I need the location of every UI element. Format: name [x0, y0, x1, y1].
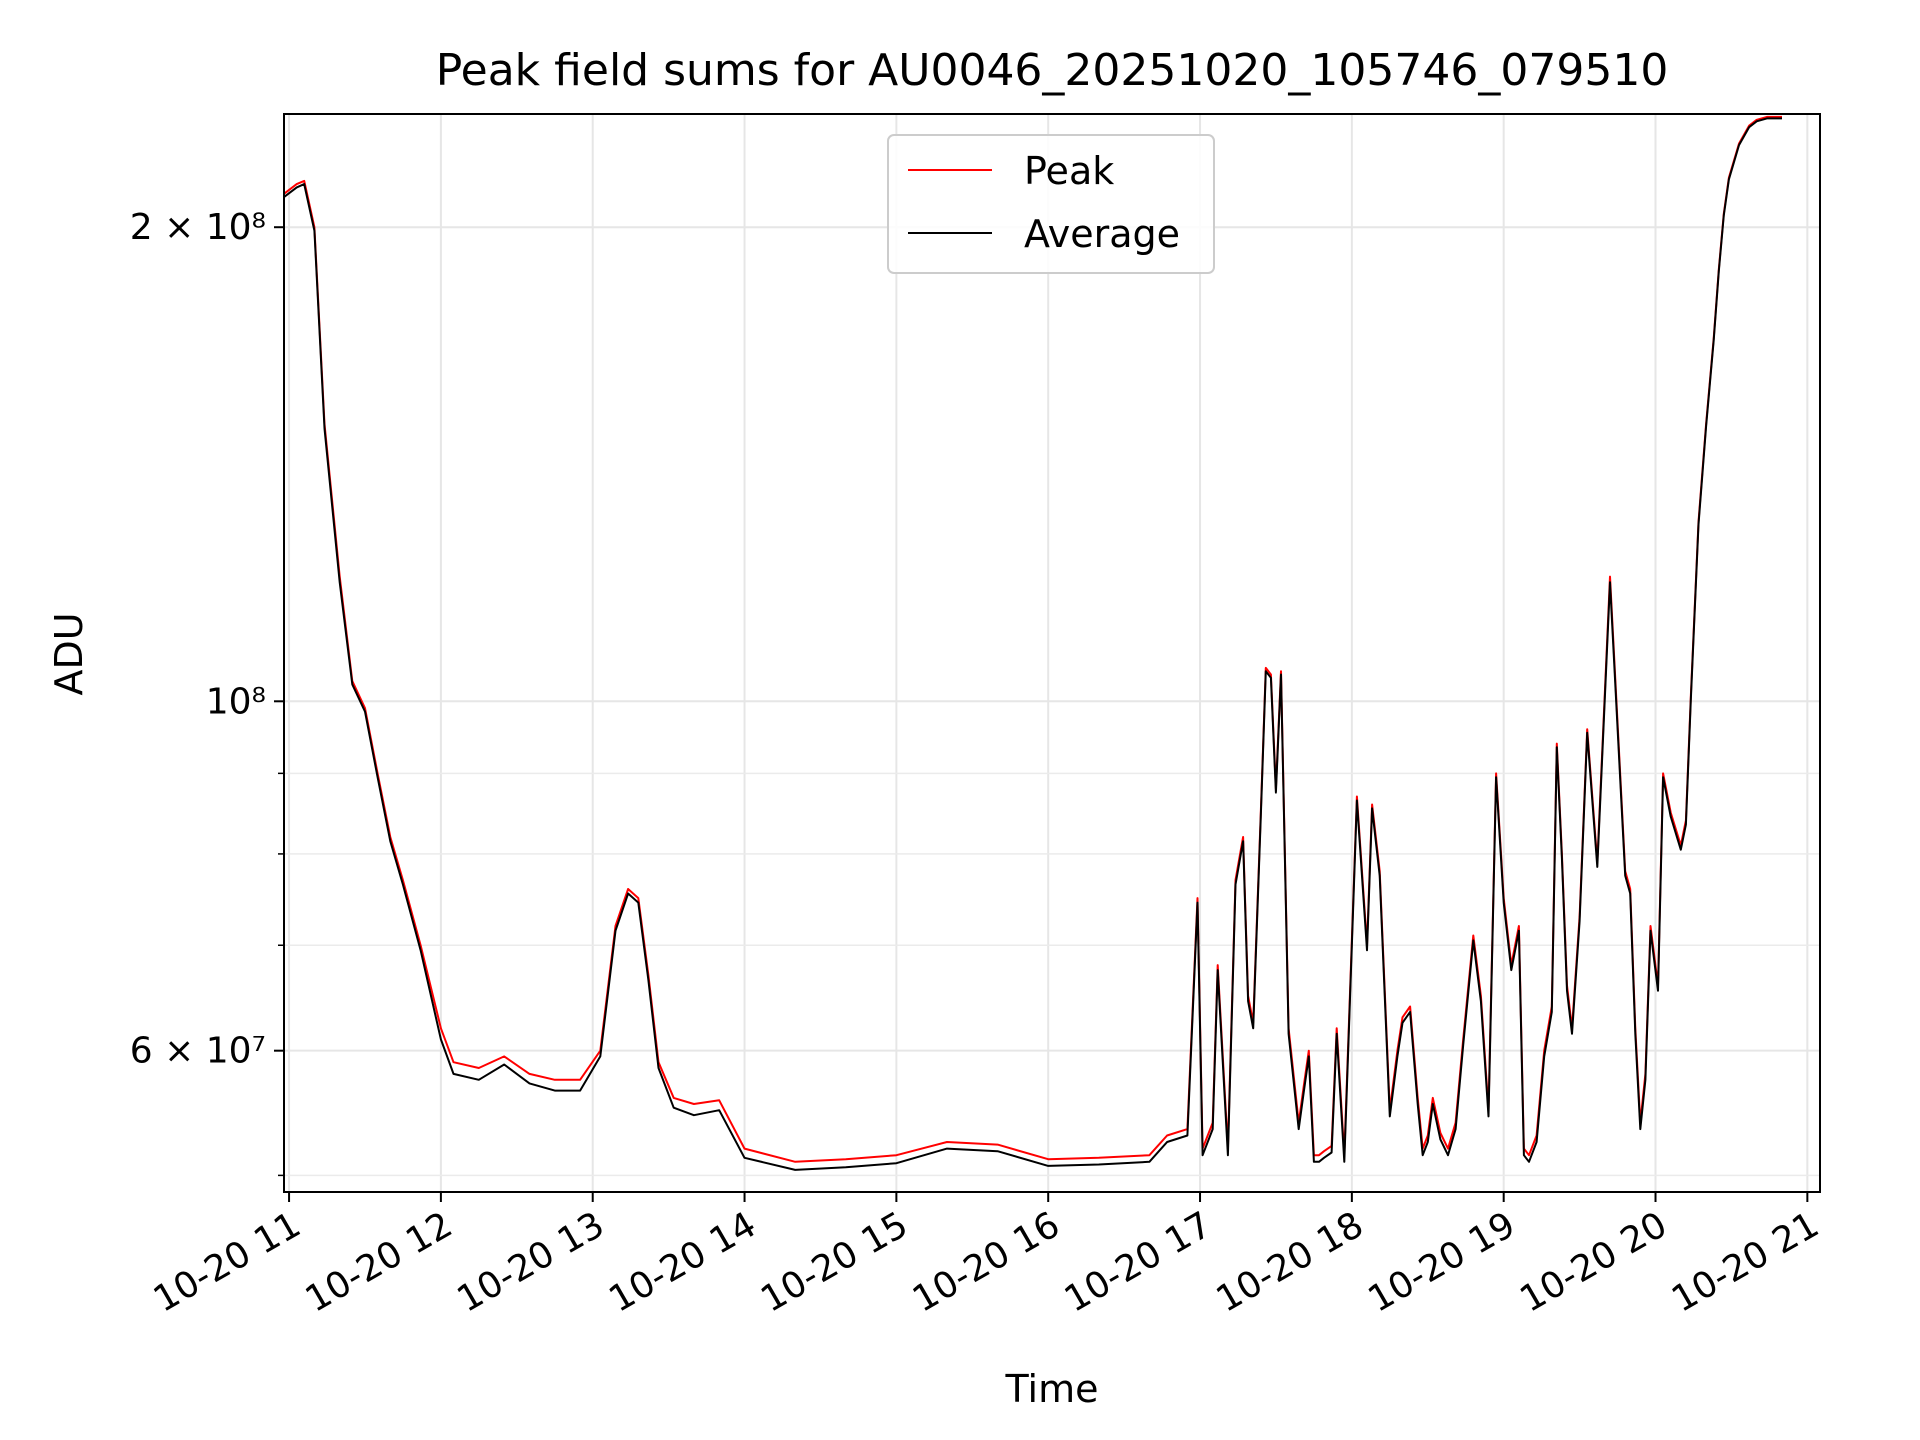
legend-label-average: Average — [1024, 212, 1180, 256]
legend: Peak Average — [887, 134, 1215, 274]
chart-title: Peak field sums for AU0046_20251020_1057… — [436, 45, 1669, 96]
y-tick-label: 2 × 10⁸ — [130, 207, 266, 248]
y-axis-label: ADU — [47, 612, 91, 695]
y-tick-label: 6 × 10⁷ — [130, 1031, 266, 1072]
plot-frame — [283, 113, 1821, 1193]
y-tick-label: 10⁸ — [206, 681, 266, 722]
legend-label-peak: Peak — [1024, 149, 1114, 193]
series-line-average — [283, 117, 1782, 1171]
series-layer — [283, 115, 1782, 1171]
x-axis-label: Time — [1005, 1367, 1099, 1411]
